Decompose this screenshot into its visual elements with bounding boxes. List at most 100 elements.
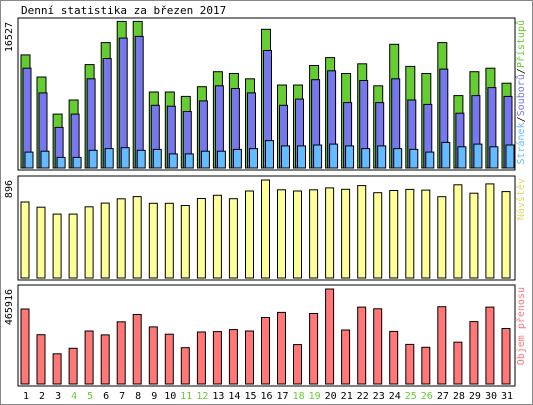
bar-visits [293,190,302,279]
bar-pages [24,151,34,169]
bar-visits [245,190,254,279]
x-tick-label: 16 [260,391,272,402]
bar-kbytes [20,308,30,385]
bar-visits [453,184,463,279]
x-tick-label: 8 [135,391,141,402]
bar-kbytes [293,344,302,385]
bar-kbytes [116,321,126,385]
bar-pages [505,144,515,169]
legend-label: Objem přenosu [515,287,527,365]
x-tick-label: 9 [151,391,157,402]
bar-visits [68,213,78,279]
bar-pages [120,147,130,169]
bar-pages [184,153,194,169]
bar-kbytes [341,329,351,385]
bar-kbytes [245,330,254,385]
bar-kbytes [261,317,270,385]
x-tick-label: 13 [212,391,224,402]
bar-kbytes [437,306,447,385]
bar-visits [421,189,431,279]
legend-label-3: Přístupů [515,20,527,68]
x-tick-label: 31 [501,391,513,402]
bar-kbytes [485,306,495,385]
bar-visits [164,202,174,279]
bar-kbytes [421,346,431,385]
bar-files [134,35,144,169]
legend-separator: / [516,116,527,122]
x-tick-label: 6 [103,391,109,402]
bar-pages [249,148,258,169]
bar-visits [196,198,206,279]
x-tick-label: 22 [357,391,369,402]
x-axis-day-labels: 1 2 3 4 5 6 7 8 9 10 11 12 13 14 15 16 17 18 19 20 21 22 23 24 2… [23,391,513,402]
bar-kbytes [453,341,463,385]
bar-kbytes [100,334,110,385]
bar-kbytes [325,288,335,385]
bar-pages [313,144,323,169]
bar-kbytes [132,314,142,385]
bar-pages [425,151,435,169]
bar-kbytes [405,343,415,385]
panel-2: 896 Návštěv [4,175,527,281]
bar-pages [136,149,146,169]
bar-visits [501,191,511,279]
y-axis-max-label: 896 [4,180,15,198]
bar-kbytes [180,347,190,385]
bar-pages [152,148,162,169]
bar-kbytes [501,328,511,385]
bar-pages [56,156,66,169]
bar-visits [228,198,238,279]
bar-pages [441,141,451,169]
x-tick-label: 2 [39,391,45,402]
x-tick-label: 1 [23,391,29,402]
x-tick-label: 24 [389,391,401,402]
bar-visits [20,201,30,279]
bar-pages [72,156,82,169]
bar-kbytes [196,331,206,385]
bar-visits [52,213,62,279]
bar-pages [361,148,371,169]
x-tick-label: 4 [71,391,77,402]
bar-kbytes [309,313,319,385]
bar-pages [377,145,387,169]
bar-visits [132,196,142,279]
x-tick-label: 10 [164,391,176,402]
bar-kbytes [469,321,479,385]
x-tick-label: 27 [437,391,449,402]
bar-kbytes [212,331,222,385]
bar-visits [469,192,479,279]
x-tick-label: 21 [341,391,353,402]
x-tick-label: 17 [276,391,288,402]
bar-pages [232,148,242,169]
bar-pages [200,150,210,169]
bar-pages [281,145,290,169]
bar-pages [88,149,98,169]
bar-visits [309,189,319,279]
legend-label-2: Souborů [515,74,527,116]
x-tick-label: 18 [293,391,305,402]
bar-kbytes [68,347,78,385]
bar-pages [216,150,226,169]
x-tick-label: 5 [87,391,93,402]
bar-kbytes [373,308,383,385]
panel-3: 465916 Objem přenosu [4,284,527,387]
x-tick-label: 25 [405,391,417,402]
legend-labels: Stránek/Souborů/Přístupů [515,20,527,165]
bar-pages [104,148,114,169]
bar-visits [325,187,335,279]
x-tick-label: 30 [485,391,497,402]
y-axis-max-label: 465916 [4,289,15,325]
x-tick-label: 26 [421,391,433,402]
bar-visits [36,206,46,279]
bar-visits [373,192,383,279]
bar-visits [148,202,158,279]
bar-kbytes [148,326,158,385]
x-tick-label: 29 [469,391,481,402]
bar-kbytes [277,311,286,385]
bar-kbytes [84,330,94,385]
bar-visits [84,206,94,279]
bar-visits [405,188,415,279]
y-axis-max-label: 16527 [4,22,15,52]
